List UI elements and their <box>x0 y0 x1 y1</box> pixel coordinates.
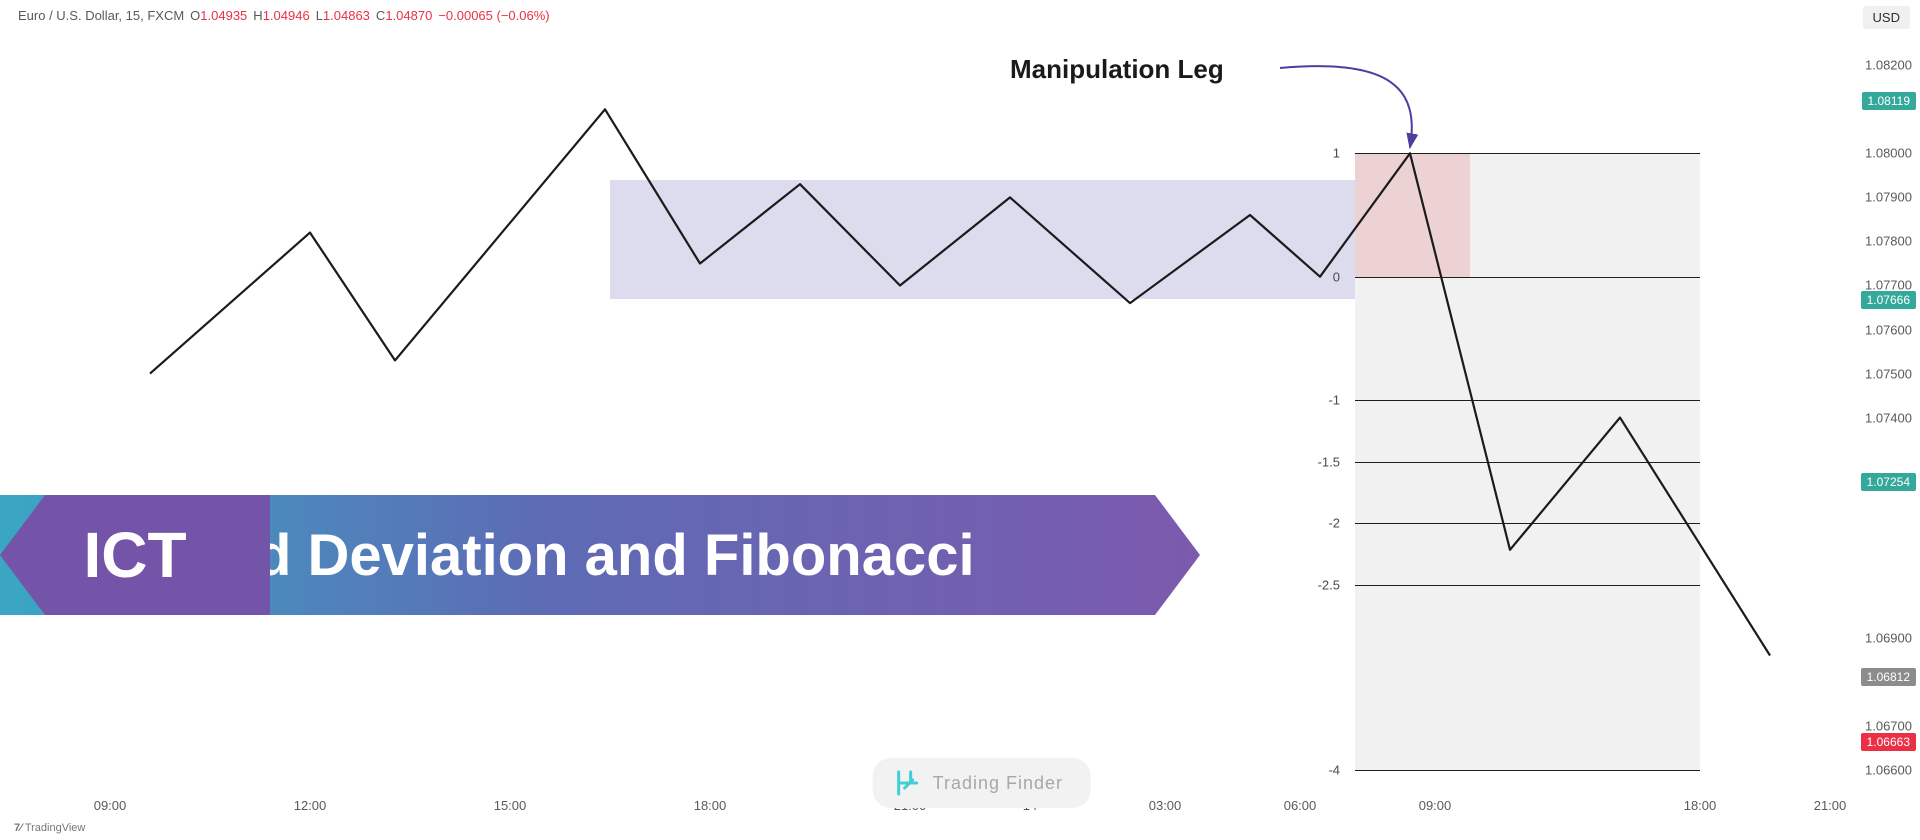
fib-line <box>1355 770 1700 771</box>
price-tick: 1.07600 <box>1865 322 1912 337</box>
ict-banner: ICT <box>0 495 270 615</box>
time-tick: 18:00 <box>1684 798 1717 813</box>
price-marker: 1.06663 <box>1861 733 1916 751</box>
price-tick: 1.06700 <box>1865 718 1912 733</box>
price-line <box>0 30 1840 770</box>
price-tick: 1.07800 <box>1865 234 1912 249</box>
price-marker: 1.08119 <box>1862 92 1917 110</box>
ict-banner-text: ICT <box>83 518 186 592</box>
time-tick: 12:00 <box>294 798 327 813</box>
trading-finder-icon <box>893 768 923 798</box>
price-axis: 1.082001.080001.079001.078001.077001.076… <box>1840 30 1920 800</box>
o-label: O1.04935 <box>190 8 247 23</box>
h-label: H1.04946 <box>253 8 309 23</box>
price-tick: 1.06900 <box>1865 630 1912 645</box>
price-tick: 1.06600 <box>1865 763 1912 778</box>
tradingview-credit: 7⁄ TradingView <box>14 822 85 834</box>
price-tick: 1.07900 <box>1865 190 1912 205</box>
price-marker: 1.06812 <box>1861 668 1916 686</box>
chart-header: Euro / U.S. Dollar, 15, FXCM O1.04935 H1… <box>18 8 550 23</box>
time-tick: 09:00 <box>1419 798 1452 813</box>
l-label: L1.04863 <box>316 8 370 23</box>
time-tick: 18:00 <box>694 798 727 813</box>
price-tick: 1.08200 <box>1865 58 1912 73</box>
watermark-text: Trading Finder <box>933 773 1063 794</box>
symbol-label: Euro / U.S. Dollar, 15, FXCM <box>18 8 184 23</box>
price-marker: 1.07254 <box>1861 473 1916 491</box>
price-tick: 1.07500 <box>1865 366 1912 381</box>
change-label: −0.00065 (−0.06%) <box>438 8 549 23</box>
time-tick: 21:00 <box>1814 798 1847 813</box>
trading-finder-watermark: Trading Finder <box>873 758 1091 808</box>
currency-badge: USD <box>1863 6 1910 29</box>
price-tick: 1.07400 <box>1865 410 1912 425</box>
time-tick: 06:00 <box>1284 798 1317 813</box>
price-tick: 1.08000 <box>1865 146 1912 161</box>
chart-area[interactable]: 10-1-1.5-2-2.5-4 <box>0 30 1840 770</box>
c-label: C1.04870 <box>376 8 432 23</box>
time-tick: 09:00 <box>94 798 127 813</box>
manipulation-leg-label: Manipulation Leg <box>1010 54 1224 85</box>
price-marker: 1.07666 <box>1861 291 1916 309</box>
time-tick: 15:00 <box>494 798 527 813</box>
time-tick: 03:00 <box>1149 798 1182 813</box>
